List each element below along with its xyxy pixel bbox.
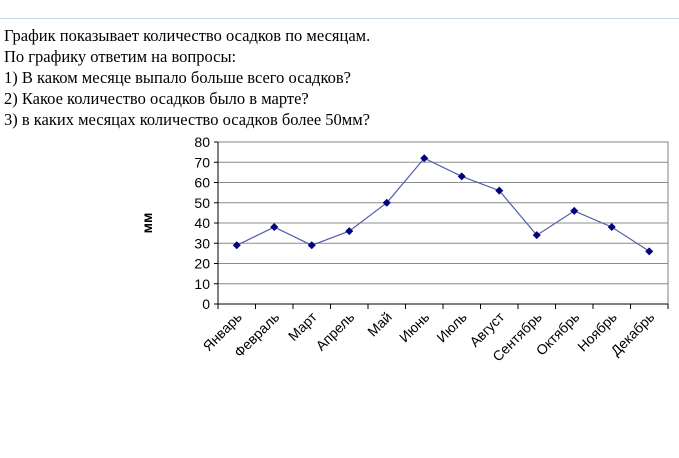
- question-line-5: 3) в каких месяцах количество осадков бо…: [4, 110, 370, 129]
- y-tick-label: 10: [194, 276, 210, 292]
- y-tick-label: 30: [194, 235, 210, 251]
- data-point: [532, 231, 541, 240]
- data-point: [457, 172, 466, 181]
- y-tick-label: 60: [194, 175, 210, 191]
- data-point: [232, 241, 241, 250]
- y-tick-label: 70: [194, 154, 210, 170]
- y-tick-label: 40: [194, 215, 210, 231]
- question-line-2: По графику ответим на вопросы:: [4, 47, 237, 66]
- data-point: [645, 247, 654, 256]
- y-tick-label: 80: [194, 134, 210, 150]
- data-point: [420, 154, 429, 163]
- x-tick-label: Март: [285, 308, 320, 343]
- question-line-4: 2) Какое количество осадков было в марте…: [4, 89, 309, 108]
- x-tick-label: Июнь: [396, 309, 432, 345]
- y-tick-label: 50: [194, 195, 210, 211]
- y-axis-label: мм: [139, 213, 155, 234]
- data-point: [607, 223, 616, 232]
- data-point: [270, 223, 279, 232]
- top-divider: [0, 18, 679, 19]
- data-point: [570, 206, 579, 215]
- question-line-1: График показывает количество осадков по …: [4, 26, 371, 45]
- x-tick-label: Июль: [433, 309, 470, 346]
- data-point: [307, 241, 316, 250]
- data-point: [345, 227, 354, 236]
- data-point: [382, 198, 391, 207]
- y-tick-label: 20: [194, 256, 210, 272]
- question-text: График показывает количество осадков по …: [4, 25, 674, 130]
- x-tick-label: Май: [364, 309, 395, 340]
- series-line: [236, 157, 650, 252]
- data-point: [495, 186, 504, 195]
- y-tick-label: 0: [202, 296, 210, 312]
- x-tick-label: Апрель: [312, 309, 357, 354]
- question-line-3: 1) В каком месяце выпало больше всего ос…: [4, 68, 351, 87]
